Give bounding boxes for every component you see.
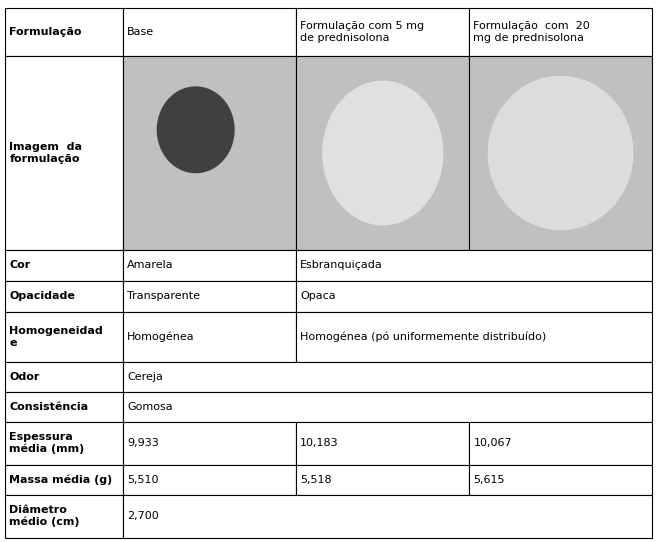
Bar (123, 312, 296, 362)
Bar (123, 392, 652, 422)
Text: Esbranquiçada: Esbranquiçada (300, 260, 383, 270)
Bar (123, 422, 296, 464)
Bar (5, 56, 123, 249)
Text: 2,700: 2,700 (127, 511, 159, 521)
Text: Odor: Odor (9, 372, 39, 382)
Text: Transparente: Transparente (127, 291, 200, 301)
Text: Formulação: Formulação (9, 27, 81, 37)
Text: Consistência: Consistência (9, 402, 89, 412)
Bar (123, 8, 296, 56)
Bar (296, 8, 470, 56)
Ellipse shape (157, 86, 235, 173)
Text: 10,067: 10,067 (474, 438, 512, 448)
Bar (470, 464, 652, 495)
Text: 5,510: 5,510 (127, 475, 158, 485)
Bar (296, 56, 470, 249)
Text: Imagem  da
formulação: Imagem da formulação (9, 142, 82, 164)
Text: Massa média (g): Massa média (g) (9, 474, 112, 485)
Bar (296, 249, 652, 281)
Bar (296, 464, 470, 495)
Text: Cor: Cor (9, 260, 30, 270)
Bar (5, 392, 123, 422)
Text: Formulação com 5 mg
de prednisolona: Formulação com 5 mg de prednisolona (300, 22, 424, 43)
Bar (296, 312, 652, 362)
Text: 5,518: 5,518 (300, 475, 332, 485)
Text: Amarela: Amarela (127, 260, 173, 270)
Text: Cereja: Cereja (127, 372, 163, 382)
Bar (296, 422, 470, 464)
Bar (123, 495, 652, 538)
Bar (123, 362, 652, 392)
Text: Gomosa: Gomosa (127, 402, 173, 412)
Text: Diâmetro
médio (cm): Diâmetro médio (cm) (9, 505, 79, 527)
Bar (5, 281, 123, 312)
Bar (123, 249, 296, 281)
Bar (470, 422, 652, 464)
Bar (470, 56, 652, 249)
Bar (5, 249, 123, 281)
Text: 5,615: 5,615 (474, 475, 505, 485)
Text: Opacidade: Opacidade (9, 291, 75, 301)
Bar (470, 8, 652, 56)
Bar (5, 422, 123, 464)
Bar (123, 281, 296, 312)
Bar (5, 8, 123, 56)
Bar (5, 362, 123, 392)
Bar (123, 56, 296, 249)
Bar (5, 495, 123, 538)
Text: Homogénea: Homogénea (127, 332, 194, 342)
Text: Opaca: Opaca (300, 291, 336, 301)
Text: Formulação  com  20
mg de prednisolona: Formulação com 20 mg de prednisolona (474, 22, 590, 43)
Text: Homogénea (pó uniformemente distribuído): Homogénea (pó uniformemente distribuído) (300, 332, 547, 342)
Text: 10,183: 10,183 (300, 438, 339, 448)
Text: Homogeneidad
e: Homogeneidad e (9, 326, 103, 347)
Text: Base: Base (127, 27, 154, 37)
Bar (5, 464, 123, 495)
Bar (5, 312, 123, 362)
Text: Espessura
média (mm): Espessura média (mm) (9, 432, 85, 454)
Ellipse shape (322, 81, 443, 225)
Ellipse shape (487, 76, 633, 230)
Bar (296, 281, 652, 312)
Text: 9,933: 9,933 (127, 438, 159, 448)
Bar (123, 464, 296, 495)
